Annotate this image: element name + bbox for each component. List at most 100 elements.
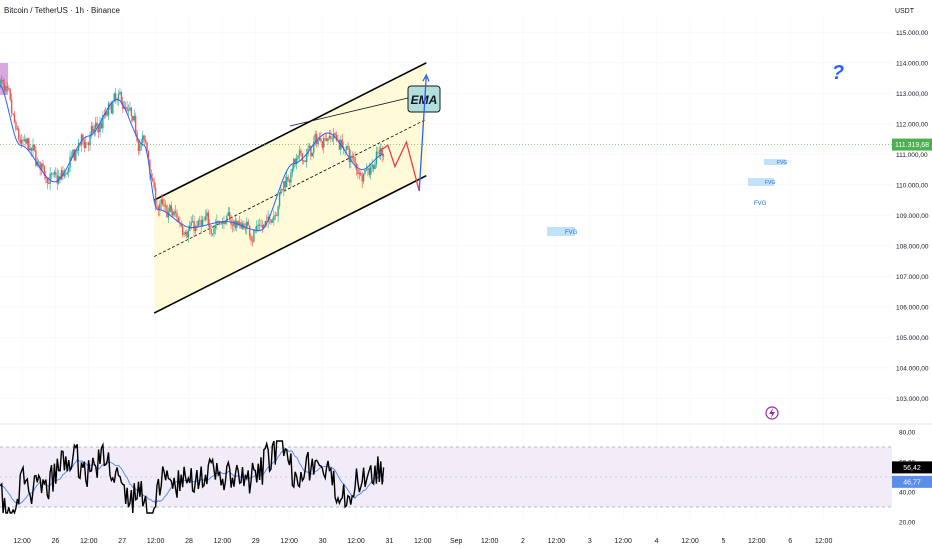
candle-body <box>2 80 4 84</box>
candle-body <box>139 144 141 152</box>
time-tick-label: 12:00 <box>13 538 31 545</box>
candle-body <box>248 225 251 237</box>
candle-body <box>217 220 219 222</box>
candle-body <box>8 87 10 90</box>
candle-body <box>364 170 366 174</box>
rsi-tick-label: 40,00 <box>899 490 916 497</box>
channel-lower-line[interactable] <box>153 174 427 314</box>
lightning-icon[interactable] <box>765 406 779 420</box>
candle-body <box>90 125 93 135</box>
candle-body <box>344 149 346 151</box>
ema-callout-label: EMA <box>411 93 438 107</box>
candle-body <box>110 103 113 114</box>
candle-body <box>153 181 155 188</box>
candle-body <box>368 168 371 175</box>
candle-body <box>49 173 51 184</box>
fvg-box <box>547 227 575 236</box>
candle-body <box>45 175 47 179</box>
candle-body <box>29 148 31 151</box>
candle-body <box>46 178 48 184</box>
projection-up-path[interactable] <box>418 74 427 191</box>
candle-body <box>147 151 150 160</box>
candle-body <box>52 174 54 175</box>
candle-body <box>170 205 172 212</box>
price-tick-label: 107.000,00 <box>896 274 929 281</box>
ema-line[interactable] <box>0 84 384 232</box>
candle-body <box>253 230 255 242</box>
candle-body <box>367 168 369 170</box>
price-axis[interactable]: 115.000,00 114.000,00 113.000,00 112.000,00… <box>896 30 929 403</box>
time-tick-label: 2 <box>521 538 525 545</box>
candle-body <box>325 138 328 142</box>
candle-body <box>318 138 321 141</box>
time-tick-label: 12:00 <box>280 538 298 545</box>
candle-body <box>87 142 90 146</box>
time-axis[interactable]: 12:00 26 12:00 27 12:00 28 12:00 29 12:00 30 12:00… <box>13 538 832 545</box>
candle-body <box>105 111 107 116</box>
price-tick-label: 105.000,00 <box>896 335 929 342</box>
candle-body <box>321 141 323 148</box>
candle-body <box>95 122 97 130</box>
rsi-tick-label: 20,00 <box>899 520 916 527</box>
candle-body <box>171 211 174 216</box>
candle-body <box>66 172 68 174</box>
candle-body <box>40 163 43 170</box>
candle-body <box>196 226 198 227</box>
candle-body <box>80 134 83 146</box>
rsi-line[interactable] <box>0 440 385 515</box>
projection-down-path[interactable] <box>378 140 420 192</box>
price-tick-label: 106.000,00 <box>896 304 929 311</box>
time-tick-label: 4 <box>655 538 659 545</box>
candle-body <box>219 221 221 224</box>
candle-body <box>79 143 81 146</box>
candle-body <box>352 157 355 159</box>
candle-body <box>25 139 27 144</box>
candle-body <box>360 173 362 176</box>
candle-body <box>271 220 274 223</box>
candle-body <box>9 89 11 100</box>
candle-body <box>82 134 84 141</box>
candle-body <box>236 221 238 228</box>
candle-body <box>270 219 272 223</box>
rsi-ma-value: 46,77 <box>903 479 921 486</box>
candle-body <box>13 113 16 123</box>
candle-body <box>372 164 375 170</box>
candle-body <box>157 206 160 211</box>
candle-body <box>227 212 229 216</box>
candle-body <box>301 153 304 162</box>
rsi-value: 56,42 <box>903 465 921 472</box>
candle-body <box>370 167 372 175</box>
candle-body <box>19 139 21 144</box>
candle-body <box>99 122 101 133</box>
candle-body <box>203 219 205 221</box>
candle-body <box>38 161 40 163</box>
candle-body <box>362 173 365 182</box>
time-tick-label: 12:00 <box>347 538 365 545</box>
candle-body <box>341 139 343 148</box>
candle-body <box>264 221 266 225</box>
candle-body <box>210 229 212 234</box>
candle-body <box>323 138 325 148</box>
candle-body <box>73 149 76 161</box>
candle-body <box>216 220 218 226</box>
candle-body <box>10 99 13 114</box>
candle-body <box>23 139 26 141</box>
candle-body <box>209 224 211 230</box>
candle-body <box>144 139 147 142</box>
candle-body <box>191 221 194 223</box>
candle-body <box>294 158 296 164</box>
channel-mid-line[interactable] <box>153 118 427 257</box>
question-mark: ? <box>832 62 844 84</box>
price-unit: USDT <box>894 8 914 15</box>
candle-body <box>102 115 104 129</box>
candle-body <box>314 134 316 142</box>
candle-body <box>276 215 278 217</box>
candle-body <box>26 138 29 144</box>
candle-body <box>221 221 224 224</box>
fvg-label: FVG <box>765 180 775 186</box>
candle-body <box>114 93 117 100</box>
candle-body <box>56 175 58 184</box>
candle-body <box>72 149 74 158</box>
channel-upper-line[interactable] <box>153 62 427 201</box>
